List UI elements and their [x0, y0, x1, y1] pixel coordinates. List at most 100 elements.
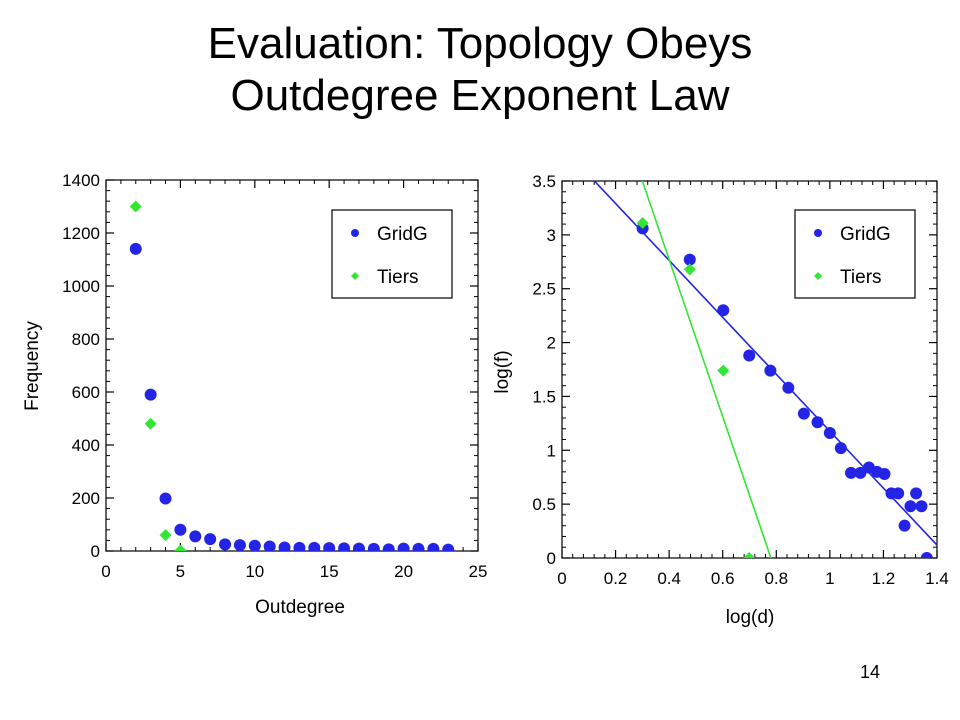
right-legend-gridg-marker	[814, 229, 822, 237]
left-y-tick-label: 400	[72, 436, 100, 455]
right-point-gridg	[811, 416, 824, 429]
left-plot-frame	[105, 179, 479, 552]
left-point-gridg	[248, 539, 261, 551]
right-x-tick-label: 1.4	[925, 569, 949, 588]
right-point-gridg	[764, 364, 777, 377]
left-point-gridg	[204, 533, 217, 546]
left-point-gridg	[352, 542, 365, 551]
left-point-gridg	[367, 542, 380, 551]
left-legend-gridg-label: GridG	[377, 224, 428, 245]
right-y-tick-label: 1	[547, 441, 556, 460]
right-point-gridg	[915, 500, 928, 513]
left-point-gridg	[442, 543, 455, 551]
left-legend-tiers-label: Tiers	[377, 267, 419, 288]
frequency-vs-outdegree-chart: 0 5 10 15 20 25 0 200 400 600 800 1000 1200 1400 Outd…	[22, 171, 487, 618]
left-point-tiers	[144, 417, 157, 430]
right-fit-line-tiers	[641, 181, 772, 558]
left-x-axis-title: Outdegree	[255, 597, 345, 618]
right-point-gridg	[823, 427, 836, 440]
left-x-tick-label: 20	[394, 562, 413, 581]
right-legend-tiers-label: Tiers	[840, 267, 882, 288]
left-x-tick-label: 10	[245, 562, 264, 581]
left-chart-marks: 0 5 10 15 20 25 0 200 400 600 800 1000 1200 1400	[62, 171, 487, 581]
right-point-tiers	[743, 552, 756, 558]
right-point-gridg	[892, 487, 905, 500]
right-point-tiers	[683, 263, 696, 276]
left-point-gridg	[144, 388, 157, 401]
left-x-tick-label: 0	[101, 562, 110, 581]
right-point-gridg	[797, 407, 810, 420]
right-y-tick-label: 2	[547, 334, 556, 353]
left-y-tick-label: 1200	[62, 224, 100, 243]
left-y-tick-label: 200	[72, 489, 100, 508]
right-legend-gridg-label: GridG	[840, 224, 891, 245]
left-x-tick-label: 25	[469, 562, 488, 581]
left-point-gridg	[174, 523, 187, 536]
left-legend-tiers-marker	[351, 272, 359, 280]
right-point-gridg	[904, 500, 917, 513]
right-y-tick-label: 3.5	[532, 172, 556, 191]
left-plot-area	[129, 200, 455, 551]
left-legend-gridg-marker	[351, 229, 359, 237]
right-x-axis-title: log(d)	[726, 607, 775, 628]
right-y-tick-label: 2.5	[532, 280, 556, 299]
left-legend-box	[331, 209, 453, 299]
right-point-gridg	[854, 466, 867, 479]
left-point-gridg	[338, 542, 351, 551]
right-y-axis-title: log(f)	[492, 350, 513, 393]
left-point-gridg	[233, 539, 246, 551]
left-y-tick-label: 1000	[62, 277, 100, 296]
right-point-gridg	[910, 487, 923, 500]
right-point-gridg	[683, 253, 696, 266]
right-fit-line-gridg	[593, 181, 937, 546]
right-x-tick-label: 0.4	[657, 569, 681, 588]
right-legend-box	[794, 209, 916, 299]
log-frequency-vs-log-degree-chart: 0 0.2 0.4 0.6 0.8 1 1.2 1.4 0 0.5 1 1.5 2 2.5 3 3.5 log…	[492, 172, 949, 628]
right-y-tick-label: 0	[547, 549, 556, 568]
left-x-tick-label: 15	[320, 562, 339, 581]
left-point-tiers	[159, 529, 172, 542]
right-legend-tiers-marker	[814, 272, 822, 280]
right-y-tick-label: 1.5	[532, 387, 556, 406]
left-point-gridg	[412, 542, 425, 551]
right-point-tiers	[636, 217, 649, 230]
left-y-tick-label: 800	[72, 330, 100, 349]
right-chart-marks: 0 0.2 0.4 0.6 0.8 1 1.2 1.4 0 0.5 1 1.5 2 2.5 3 3.5	[532, 172, 949, 588]
left-y-tick-label: 600	[72, 383, 100, 402]
left-point-gridg	[293, 541, 306, 551]
left-y-tick-label: 1400	[62, 171, 100, 190]
right-point-gridg	[743, 349, 756, 362]
left-point-tiers	[129, 200, 142, 213]
right-legend: GridG Tiers	[794, 209, 916, 299]
slide-title: Evaluation: Topology Obeys Outdegree Exp…	[0, 18, 960, 122]
right-point-gridg	[920, 552, 933, 558]
right-y-tick-label: 3	[547, 226, 556, 245]
right-point-gridg	[782, 381, 795, 394]
left-x-tick-label: 5	[176, 562, 185, 581]
right-x-tick-label: 1	[825, 569, 834, 588]
left-point-gridg	[382, 543, 395, 551]
left-point-gridg	[263, 540, 276, 551]
right-y-tick-label: 0.5	[532, 495, 556, 514]
left-point-gridg	[219, 538, 232, 551]
left-point-gridg	[129, 242, 142, 255]
right-x-tick-label: 1.2	[872, 569, 896, 588]
title-line-2: Outdegree Exponent Law	[230, 71, 730, 120]
right-point-gridg	[898, 519, 911, 532]
left-point-gridg	[397, 542, 410, 551]
left-y-tick-label: 0	[91, 542, 100, 561]
left-point-tiers	[174, 544, 187, 551]
right-x-tick-label: 0.8	[764, 569, 788, 588]
left-legend: GridG Tiers	[331, 209, 453, 299]
right-x-tick-label: 0	[557, 569, 566, 588]
left-point-gridg	[159, 492, 172, 505]
title-line-1: Evaluation: Topology Obeys	[207, 19, 753, 68]
right-x-tick-label: 0.6	[711, 569, 735, 588]
left-y-axis-title: Frequency	[22, 321, 43, 411]
left-point-gridg	[427, 542, 440, 551]
left-point-gridg	[278, 541, 291, 551]
right-plot-area	[593, 181, 937, 558]
left-point-gridg	[308, 541, 321, 551]
left-point-gridg	[189, 530, 202, 543]
right-point-gridg	[845, 466, 858, 479]
